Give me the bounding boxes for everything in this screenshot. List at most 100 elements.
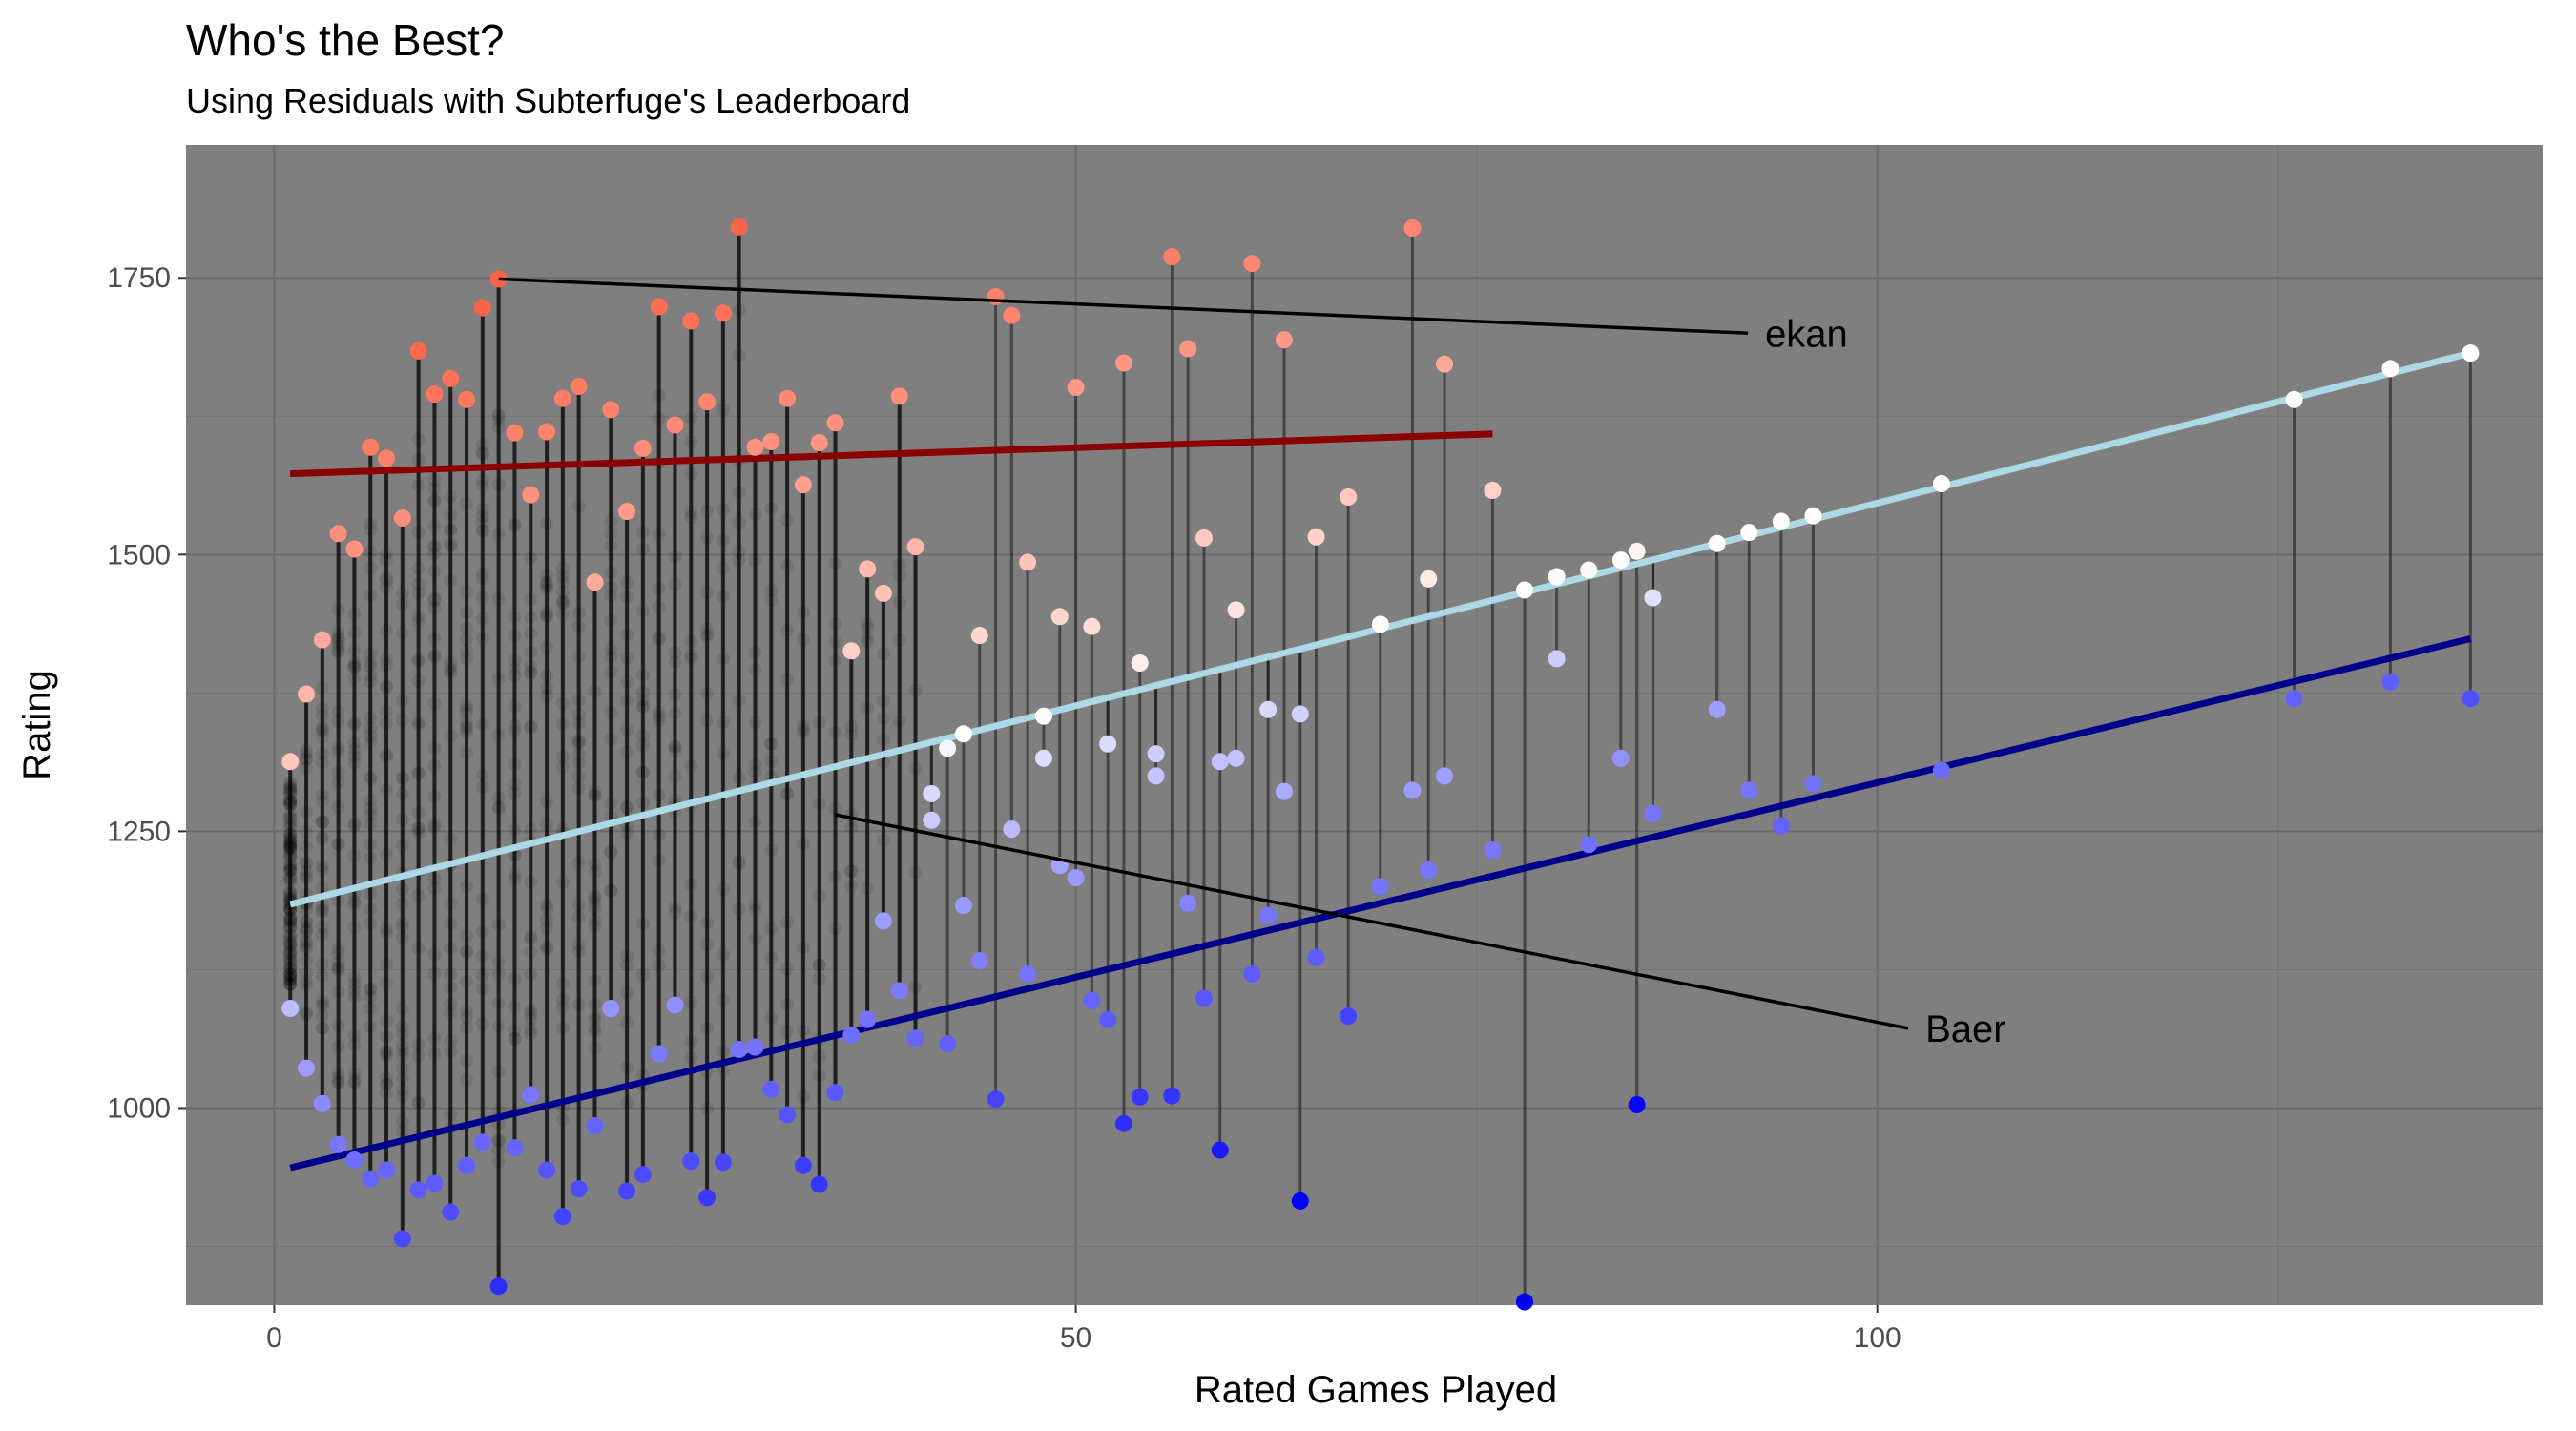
low-point: [313, 1094, 331, 1112]
x-tick-label: 50: [1060, 1322, 1091, 1354]
high-point: [1516, 581, 1534, 599]
high-point: [298, 685, 316, 703]
low-point: [506, 1139, 524, 1157]
high-point: [1340, 487, 1358, 506]
low-point: [1580, 836, 1598, 854]
low-point: [794, 1156, 812, 1174]
high-point: [2381, 360, 2399, 378]
low-point: [890, 982, 908, 1000]
high-point: [1436, 355, 1454, 373]
high-point: [1740, 524, 1758, 542]
low-point: [987, 1090, 1005, 1109]
low-point: [1019, 965, 1037, 984]
high-point: [890, 387, 908, 405]
low-point: [1259, 906, 1278, 924]
high-point: [329, 525, 347, 543]
high-point: [1371, 615, 1389, 633]
high-point: [779, 389, 797, 407]
annotations: ekan Baer: [498, 277, 2006, 1050]
low-point: [586, 1117, 604, 1135]
low-point: [1932, 761, 1950, 779]
high-point: [538, 423, 556, 441]
high-point: [426, 385, 444, 404]
high-point: [1484, 482, 1502, 500]
low-point: [1644, 804, 1662, 822]
high-point: [362, 438, 380, 456]
high-point: [746, 438, 764, 456]
high-point: [2462, 344, 2480, 363]
low-point: [426, 1174, 444, 1192]
high-point: [1772, 512, 1790, 530]
low-point: [714, 1153, 732, 1172]
high-point: [859, 560, 877, 578]
low-point: [409, 1181, 427, 1199]
high-point: [2285, 390, 2303, 408]
high-point: [1019, 553, 1037, 571]
high-point: [570, 377, 588, 395]
low-point: [1179, 894, 1197, 912]
high-point: [987, 287, 1005, 305]
high-point: [602, 401, 620, 419]
high-point: [1131, 654, 1149, 673]
high-point: [522, 486, 540, 504]
high-point: [442, 369, 460, 387]
high-point: [794, 476, 812, 494]
x-tick-label: 0: [266, 1322, 282, 1354]
high-point: [939, 739, 957, 757]
low-point: [842, 1026, 861, 1044]
annotation-line: [498, 277, 1749, 336]
high-point: [313, 631, 331, 649]
high-point: [1644, 589, 1662, 607]
low-point: [634, 1166, 652, 1184]
high-point: [1083, 617, 1101, 635]
high-point: [970, 627, 988, 645]
high-point: [1163, 248, 1181, 266]
y-tick-label: 1500: [107, 539, 171, 570]
low-point: [2285, 690, 2303, 708]
high-point: [1211, 753, 1229, 771]
low-point: [779, 1106, 797, 1124]
high-point: [1611, 551, 1630, 570]
low-point: [362, 1170, 380, 1188]
low-point: [1371, 878, 1389, 896]
axis-ticks: 0 50 100 1000 1250 1500 1750: [107, 262, 1901, 1354]
low-point: [281, 1000, 300, 1018]
high-point: [281, 753, 300, 771]
high-point: [682, 312, 700, 330]
high-point: [698, 393, 717, 411]
low-point: [666, 996, 684, 1014]
high-point: [826, 414, 844, 432]
low-point: [923, 811, 941, 829]
high-point: [458, 390, 476, 408]
low-point: [906, 1029, 924, 1047]
low-point: [939, 1035, 957, 1053]
low-point: [570, 1180, 588, 1198]
high-point: [1003, 306, 1021, 324]
high-point: [762, 432, 780, 450]
high-point: [553, 389, 571, 407]
low-point: [345, 1151, 364, 1169]
high-point: [1307, 528, 1325, 546]
low-point: [1275, 782, 1293, 800]
high-point: [506, 424, 524, 442]
low-point: [329, 1135, 347, 1153]
low-point: [1034, 749, 1052, 767]
high-point: [1804, 507, 1822, 525]
low-point: [1804, 775, 1822, 793]
high-point: [1034, 707, 1052, 725]
high-point: [378, 449, 396, 467]
high-point: [409, 342, 427, 360]
annotation-label: Baer: [1925, 1008, 2006, 1050]
low-point: [393, 1230, 411, 1248]
high-point: [874, 584, 892, 602]
low-point: [1420, 861, 1438, 879]
low-point: [859, 1010, 877, 1028]
high-point: [1099, 735, 1117, 753]
high-point: [1114, 354, 1132, 372]
low-point: [650, 1045, 668, 1063]
high-point: [1259, 700, 1278, 718]
y-axis-title: Rating: [16, 670, 58, 780]
high-point: [842, 642, 861, 660]
x-axis-title: Rated Games Played: [1195, 1369, 1557, 1411]
